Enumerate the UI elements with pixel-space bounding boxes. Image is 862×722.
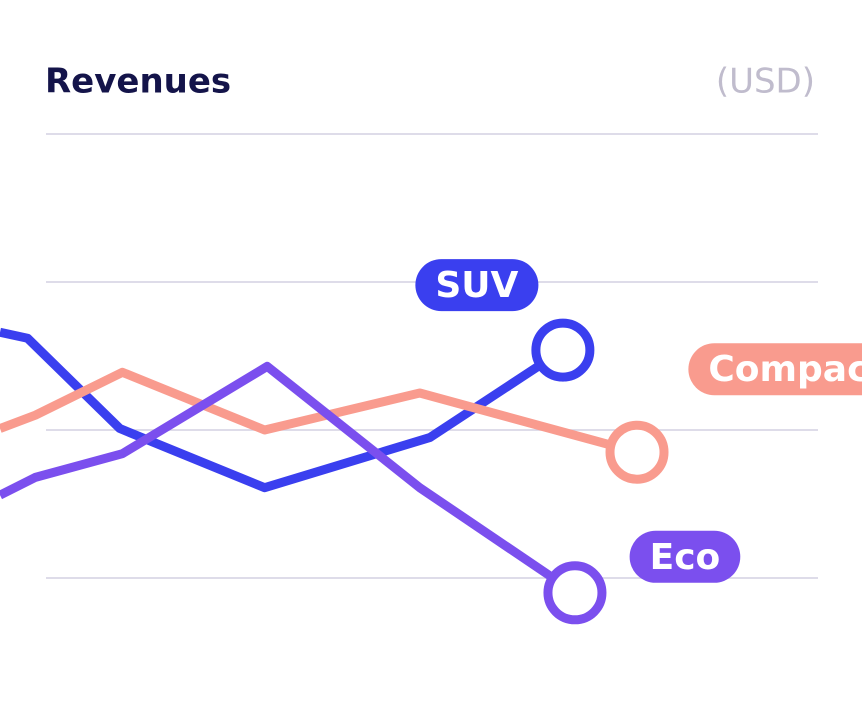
legend-label: SUV (435, 265, 518, 306)
unit-label: (USD) (716, 62, 815, 102)
end-point (543, 561, 607, 625)
legend-label: Compact (708, 349, 862, 390)
legend-pill (415, 259, 539, 312)
chart-title: Revenues (45, 62, 231, 102)
legend-pill (688, 343, 862, 396)
line (0, 327, 566, 493)
end-point (605, 420, 669, 484)
end-point (531, 318, 595, 382)
legend-pill (629, 530, 741, 583)
line (0, 367, 639, 457)
line (0, 361, 578, 597)
legend-label: Eco (650, 537, 721, 578)
